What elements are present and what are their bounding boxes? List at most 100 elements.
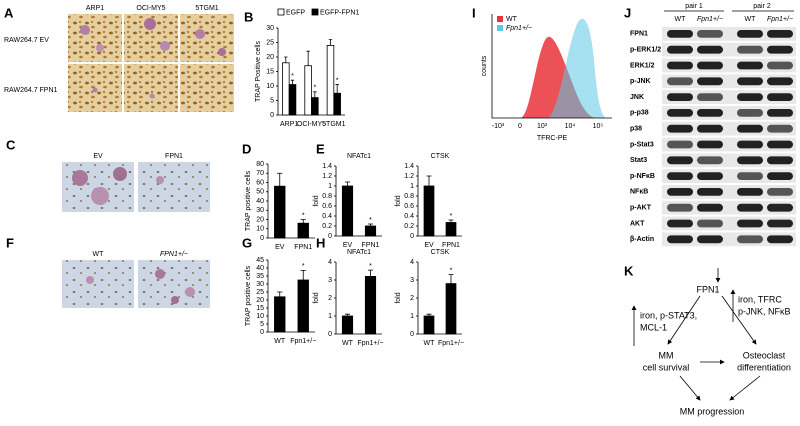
y-tick-label: 25 bbox=[256, 289, 264, 296]
y-tick-label: 40 bbox=[256, 198, 264, 205]
row-label: p-NFκB bbox=[630, 173, 655, 180]
axis-label: TFRC-PE bbox=[537, 135, 568, 142]
lane-label: WT bbox=[675, 16, 687, 23]
band bbox=[697, 235, 723, 244]
pair-label: pair 2 bbox=[753, 3, 771, 10]
panel-label: B bbox=[244, 9, 253, 24]
y-tick-label: 3 bbox=[328, 277, 332, 284]
x-tick-label: FPN1 bbox=[294, 244, 312, 251]
y-tick-label: 0.2 bbox=[322, 223, 332, 230]
error-bar bbox=[344, 313, 351, 316]
chart-title: CTSK bbox=[431, 153, 450, 160]
x-tick-label: 10⁴ bbox=[565, 123, 576, 130]
band bbox=[697, 188, 723, 196]
error-bar bbox=[367, 269, 374, 277]
y-tick-label: 50 bbox=[256, 189, 264, 196]
bar bbox=[326, 45, 335, 116]
annotation: * bbox=[302, 212, 305, 219]
blot-strip bbox=[662, 121, 796, 136]
axis-label: TRAP Positive cells bbox=[255, 41, 262, 102]
band bbox=[667, 124, 693, 133]
y-tick-label: 0 bbox=[410, 331, 414, 338]
node: MCL-1 bbox=[640, 322, 667, 332]
band bbox=[697, 156, 723, 165]
error-bar bbox=[426, 175, 432, 186]
legend-label: EGFP bbox=[286, 9, 305, 16]
row-label: ERK1/2 bbox=[630, 62, 655, 69]
band bbox=[767, 61, 793, 70]
legend-swatch bbox=[311, 8, 319, 16]
band bbox=[767, 235, 793, 244]
error-bar bbox=[306, 50, 310, 66]
band bbox=[697, 77, 723, 86]
x-tick-label: EV bbox=[275, 244, 285, 251]
band bbox=[697, 124, 723, 133]
y-tick-label: 20 bbox=[266, 54, 274, 61]
blot-strip bbox=[662, 42, 796, 57]
legend-label: Fpn1+/− bbox=[506, 25, 532, 32]
error-bar bbox=[300, 219, 306, 224]
row-label: p-AKT bbox=[630, 205, 652, 212]
legend-swatch bbox=[277, 8, 285, 16]
column-label: WT bbox=[93, 251, 105, 258]
axis-label: fold bbox=[395, 195, 402, 206]
bar bbox=[304, 65, 312, 116]
y-tick-label: 0.4 bbox=[322, 213, 332, 220]
y-tick-label: 30 bbox=[256, 207, 264, 214]
band bbox=[697, 219, 723, 228]
panel-label: C bbox=[6, 137, 16, 152]
axis-label: TRAP positive cells bbox=[245, 170, 252, 231]
micrographs-f bbox=[62, 260, 210, 308]
band bbox=[697, 140, 723, 149]
y-tick-label: 2 bbox=[328, 295, 332, 302]
bar bbox=[333, 92, 341, 116]
panel-label: K bbox=[624, 263, 634, 278]
band bbox=[737, 45, 763, 54]
row-label: RAW264.7 EV bbox=[4, 37, 49, 44]
lane-label: WT bbox=[745, 16, 757, 23]
y-tick-label: 70 bbox=[256, 170, 264, 177]
x-tick-label: 10⁵ bbox=[593, 123, 604, 130]
band bbox=[767, 172, 793, 180]
axis-label: fold bbox=[395, 292, 402, 303]
y-tick-label: 10 bbox=[256, 313, 264, 320]
panel-label: F bbox=[6, 235, 14, 250]
y-tick-label: 0 bbox=[328, 331, 332, 338]
x-tick-label: Fpn1+/− bbox=[438, 340, 464, 347]
band bbox=[737, 61, 763, 70]
bar bbox=[445, 283, 457, 335]
bar bbox=[423, 315, 435, 335]
y-tick-label: 1.2 bbox=[404, 173, 414, 180]
error-bar bbox=[277, 291, 283, 297]
axis bbox=[277, 28, 345, 116]
row-label: p-Stat3 bbox=[630, 141, 654, 148]
blot-strip bbox=[662, 90, 796, 104]
column-label: ARP1 bbox=[86, 5, 104, 12]
node: MM progression bbox=[680, 406, 745, 416]
x-tick-label: WT bbox=[424, 340, 436, 347]
band bbox=[767, 140, 793, 149]
chart-title: CTSK bbox=[431, 249, 450, 256]
error-bar bbox=[313, 91, 317, 98]
annotation: * bbox=[450, 213, 453, 220]
bar bbox=[364, 275, 377, 335]
y-tick-label: 1 bbox=[328, 313, 332, 320]
blot-strip bbox=[662, 185, 796, 199]
axis-label: fold bbox=[313, 195, 320, 206]
bar bbox=[288, 84, 297, 116]
y-tick-label: 2 bbox=[410, 295, 414, 302]
annotation: * bbox=[369, 263, 372, 270]
band bbox=[737, 156, 763, 165]
band bbox=[737, 124, 763, 133]
band bbox=[737, 188, 763, 196]
row-label: p-JNK bbox=[630, 78, 651, 85]
bar bbox=[282, 62, 290, 116]
annotation: * bbox=[369, 217, 372, 224]
band bbox=[737, 30, 763, 38]
x-tick-label: -10³ bbox=[492, 123, 505, 130]
y-tick-label: 1 bbox=[328, 183, 332, 190]
node: differentiation bbox=[737, 362, 791, 372]
row-label: p-p38 bbox=[630, 110, 649, 117]
y-tick-label: 0.4 bbox=[404, 213, 414, 220]
